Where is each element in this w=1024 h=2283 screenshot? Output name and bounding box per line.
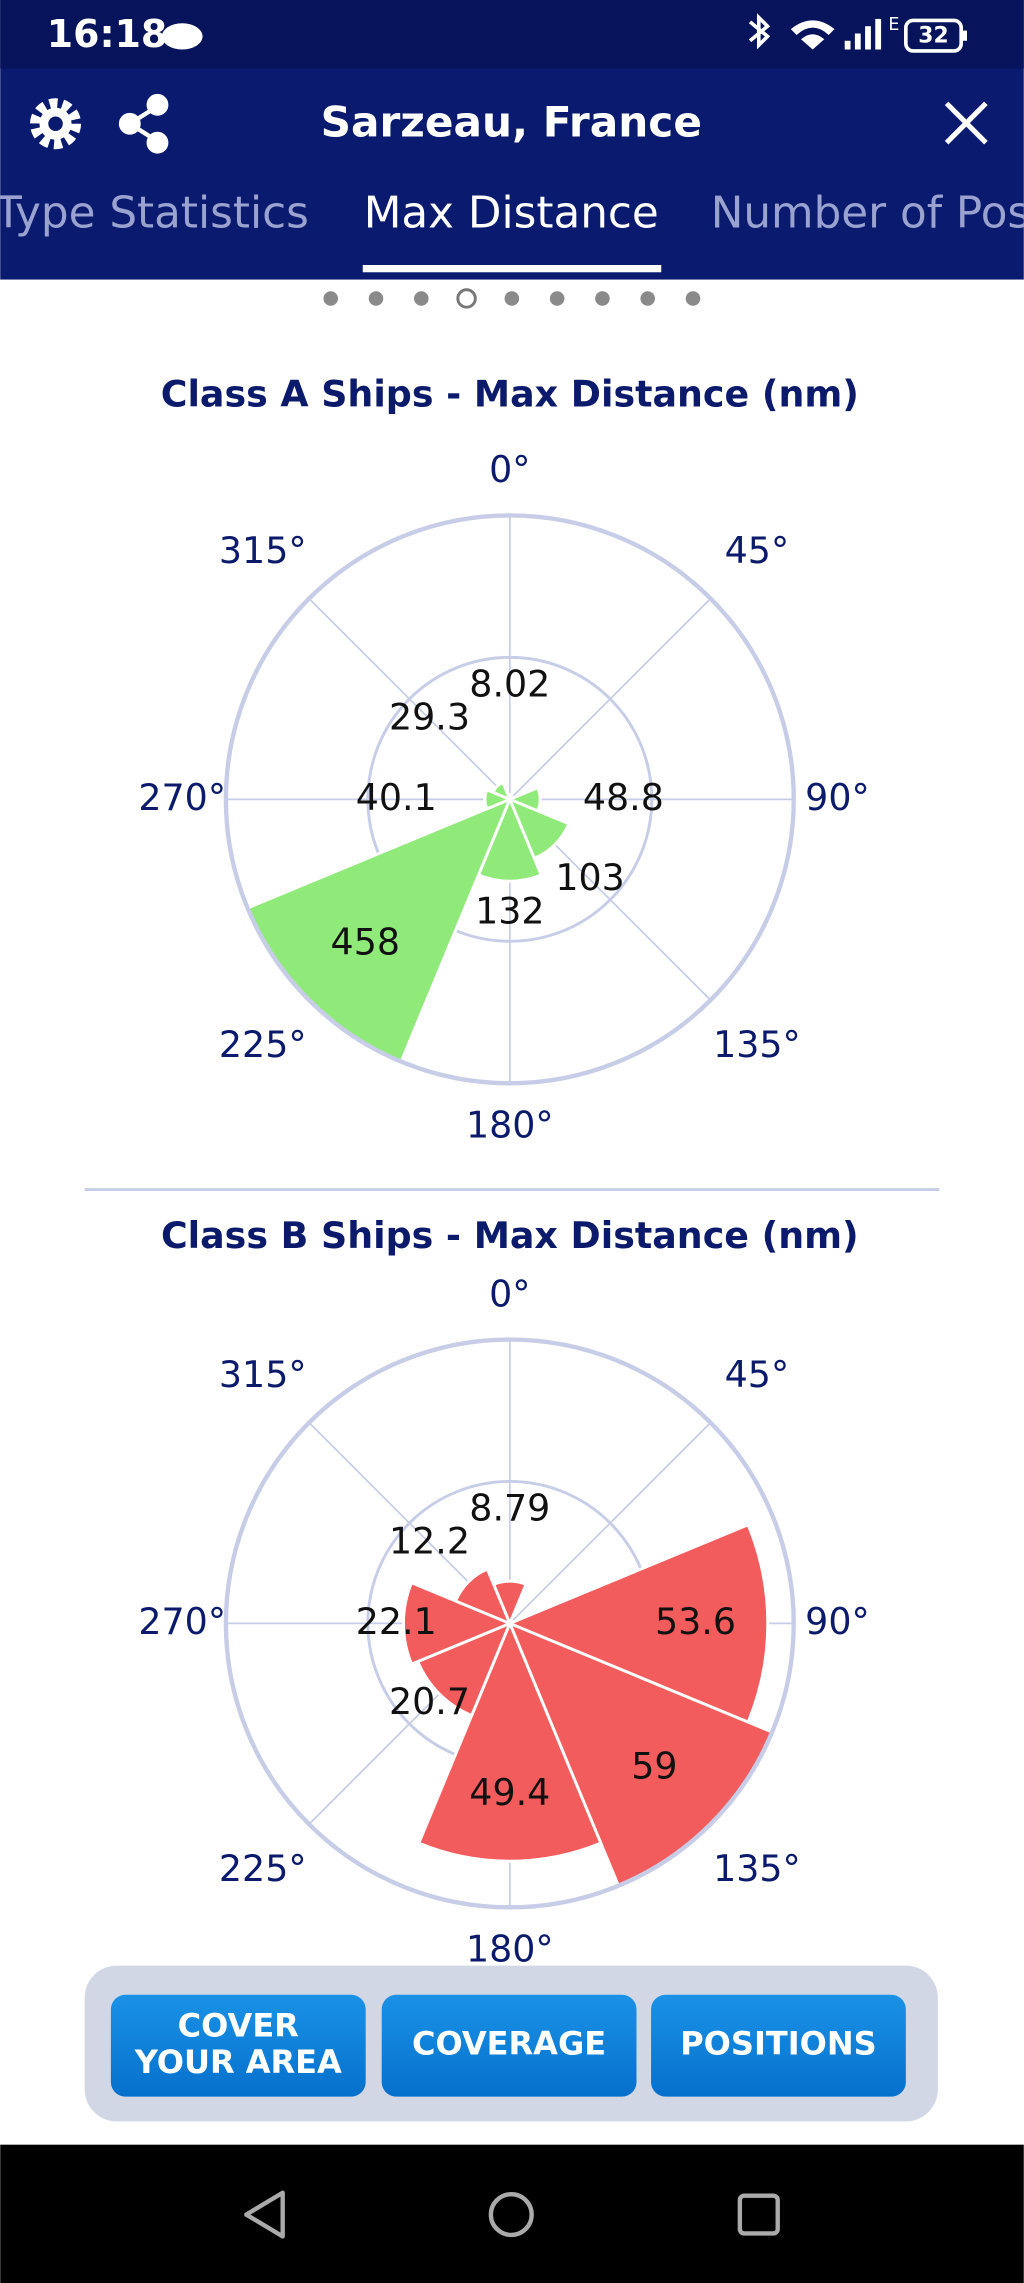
dot xyxy=(323,291,339,306)
dot xyxy=(368,291,384,306)
spoke xyxy=(509,1422,712,1625)
chart-title: Class B Ships - Max Distance (nm) xyxy=(161,1214,859,1257)
tab[interactable]: Type Statistics xyxy=(0,187,309,238)
status-icons: E xyxy=(748,13,967,53)
angle-label: 225° xyxy=(219,1847,307,1890)
dot-active xyxy=(456,288,477,309)
sector xyxy=(453,1567,513,1627)
data-label: 8.79 xyxy=(469,1486,550,1529)
action-button[interactable]: COVERAGE xyxy=(381,1994,637,2097)
angle-label: 135° xyxy=(713,1847,801,1890)
nav-bar xyxy=(0,2144,1024,2283)
clock: 16:18 xyxy=(47,12,167,56)
data-label: 103 xyxy=(555,856,624,899)
share-button[interactable] xyxy=(118,93,169,154)
outer-circle xyxy=(223,513,796,1086)
dot xyxy=(640,291,655,306)
dot xyxy=(685,291,701,306)
angle-label: 315° xyxy=(219,1353,307,1396)
sector xyxy=(506,1522,770,1725)
spoke xyxy=(308,597,511,800)
settings-button[interactable] xyxy=(30,98,82,150)
angle-label: 180° xyxy=(466,1103,554,1146)
location-title: Sarzeau, France xyxy=(321,98,702,147)
chart-title: Class A Ships - Max Distance (nm) xyxy=(161,373,859,416)
angle-label: 90° xyxy=(805,1600,869,1643)
notification-icon xyxy=(161,23,203,50)
angle-label: 225° xyxy=(219,1023,307,1066)
data-label: 53.6 xyxy=(655,1600,736,1643)
sector xyxy=(415,1620,513,1718)
tab[interactable]: Number of Positions xyxy=(711,187,1024,238)
svg-text:E: E xyxy=(888,15,899,35)
button-label[interactable]: COVER xyxy=(178,2006,299,2044)
angle-label: 270° xyxy=(138,1600,226,1643)
sector xyxy=(483,787,514,811)
data-label: 22.1 xyxy=(356,1600,437,1643)
data-label: 8.02 xyxy=(469,662,550,705)
battery-level: 32 xyxy=(918,23,948,48)
button-bg[interactable] xyxy=(381,1994,637,2097)
angle-label: 0° xyxy=(489,448,530,491)
button-bg[interactable] xyxy=(651,1994,906,2097)
angle-label: 90° xyxy=(805,776,869,819)
data-label: 132 xyxy=(475,889,544,932)
data-label: 458 xyxy=(331,920,400,963)
page-indicator xyxy=(323,288,701,309)
sector xyxy=(491,780,513,803)
action-button[interactable]: POSITIONS xyxy=(651,1994,906,2097)
nav-back[interactable] xyxy=(244,2190,285,2239)
nav-home[interactable] xyxy=(488,2192,534,2238)
angle-label: 0° xyxy=(489,1272,530,1315)
tab-active[interactable]: Max Distance xyxy=(364,187,659,238)
data-label: 49.4 xyxy=(469,1771,550,1814)
data-label: 40.1 xyxy=(356,776,437,819)
angle-label: 180° xyxy=(466,1928,554,1971)
button-label[interactable]: POSITIONS xyxy=(680,2025,876,2063)
data-label: 12.2 xyxy=(389,1520,470,1563)
spoke xyxy=(509,597,712,800)
tab-indicator xyxy=(362,264,662,273)
dot xyxy=(549,291,565,306)
angle-label: 315° xyxy=(219,529,307,572)
sector xyxy=(416,1619,603,1863)
data-label: 29.3 xyxy=(389,696,470,739)
data-label: 48.8 xyxy=(583,776,664,819)
data-label: 20.7 xyxy=(389,1680,470,1723)
close-button[interactable] xyxy=(944,101,988,145)
angle-label: 45° xyxy=(725,1353,789,1396)
angle-label: 135° xyxy=(713,1023,801,1066)
nav-recents[interactable] xyxy=(737,2193,780,2236)
dot xyxy=(504,291,520,306)
data-label: 59 xyxy=(631,1744,677,1787)
angle-label: 45° xyxy=(725,529,789,572)
angle-label: 270° xyxy=(138,776,226,819)
button-bg[interactable] xyxy=(110,1994,366,2097)
button-label[interactable]: YOUR AREA xyxy=(134,2043,342,2081)
dot xyxy=(595,291,610,306)
button-label[interactable]: COVERAGE xyxy=(412,2025,606,2063)
dot xyxy=(414,291,429,306)
sector xyxy=(402,1580,514,1667)
outer-circle xyxy=(223,1337,796,1910)
